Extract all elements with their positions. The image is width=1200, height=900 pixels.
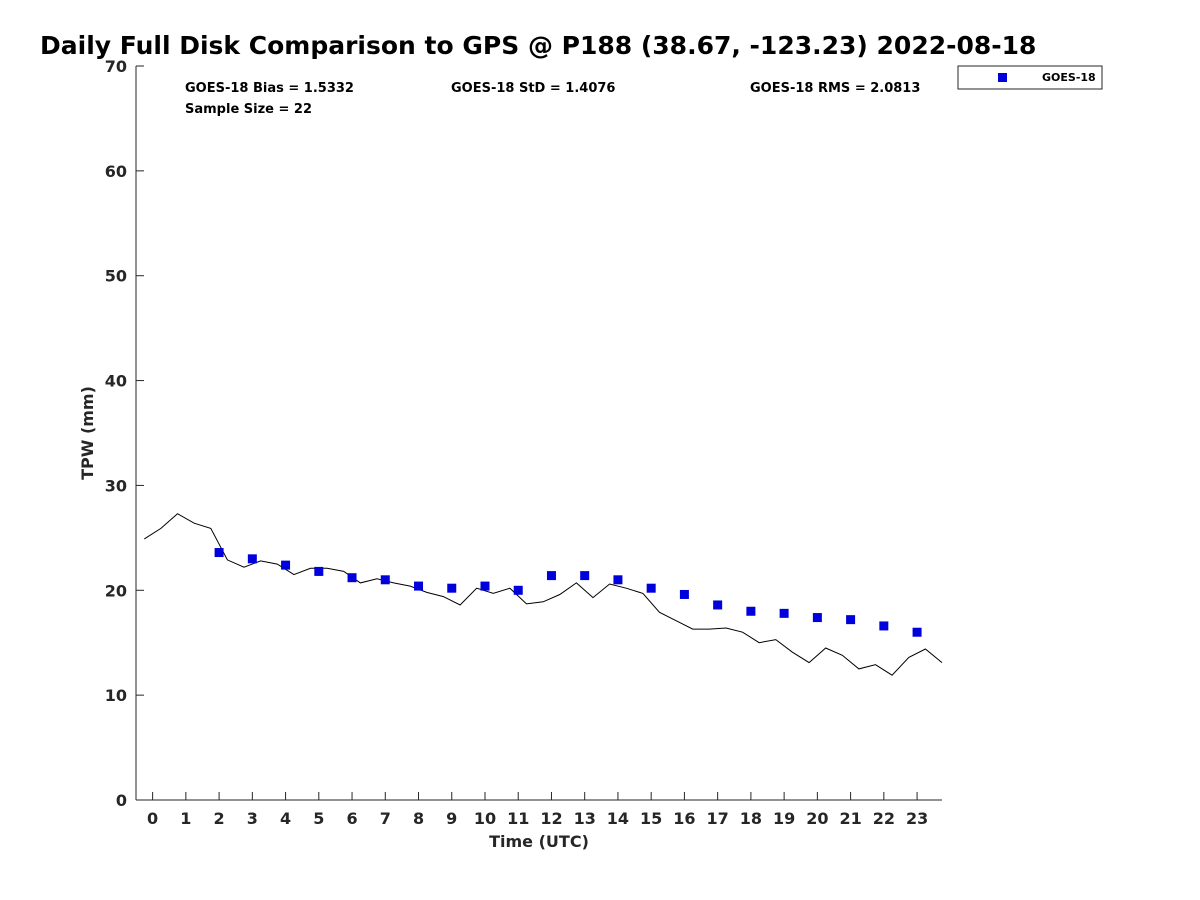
x-tick-label: 0	[147, 809, 158, 828]
x-tick-label: 17	[707, 809, 729, 828]
y-tick-label: 0	[116, 791, 127, 810]
x-tick-label: 9	[446, 809, 457, 828]
x-tick-label: 10	[474, 809, 496, 828]
x-tick-label: 5	[313, 809, 324, 828]
y-tick-label: 20	[105, 581, 127, 600]
x-tick-label: 19	[773, 809, 795, 828]
x-tick-label: 13	[574, 809, 596, 828]
goes-18-point	[347, 573, 357, 583]
gps-line	[144, 513, 943, 676]
x-tick-label: 12	[540, 809, 562, 828]
goes-18-point	[746, 606, 756, 616]
bias-stat: GOES-18 Bias = 1.5332	[185, 81, 354, 96]
std-stat: GOES-18 StD = 1.4076	[451, 81, 615, 96]
goes-18-point	[314, 566, 324, 576]
legend-label-goes-18: GOES-18	[1042, 71, 1096, 84]
y-axis-label: TPW (mm)	[78, 386, 97, 480]
x-axis-label: Time (UTC)	[489, 832, 589, 851]
y-tick-label: 40	[105, 372, 127, 391]
y-tick-label: 30	[105, 476, 127, 495]
goes-18-point	[713, 600, 723, 610]
goes-18-point	[247, 554, 257, 564]
goes-18-point	[281, 560, 291, 570]
goes-18-point	[580, 571, 590, 581]
goes-18-point	[912, 627, 922, 637]
x-tick-label: 8	[413, 809, 424, 828]
goes-18-point	[779, 608, 789, 618]
x-ticks: 0 1 2 3 4 5 6 7 8 9 10 11 12 13 14 15 16 17 18 19 20 21 22 23	[147, 792, 928, 828]
gps-line-series	[144, 513, 943, 676]
x-tick-label: 16	[673, 809, 695, 828]
x-tick-label: 4	[280, 809, 291, 828]
goes-18-point	[546, 571, 556, 581]
goes-18-point	[447, 583, 457, 593]
goes-18-point	[513, 585, 523, 595]
y-ticks: 0 10 20 30 40 50 60 70	[105, 57, 144, 810]
x-tick-label: 14	[607, 809, 629, 828]
y-tick-label: 60	[105, 162, 127, 181]
goes-18-point	[380, 575, 390, 585]
goes-18-point	[879, 621, 889, 631]
x-tick-label: 1	[180, 809, 191, 828]
goes-18-point	[846, 615, 856, 625]
x-tick-label: 2	[214, 809, 225, 828]
goes-18-point	[646, 583, 656, 593]
y-tick-label: 50	[105, 267, 127, 286]
rms-stat: GOES-18 RMS = 2.0813	[750, 81, 920, 96]
y-tick-label: 10	[105, 686, 127, 705]
x-tick-label: 3	[247, 809, 258, 828]
x-tick-label: 22	[873, 809, 895, 828]
chart-title: Daily Full Disk Comparison to GPS @ P188…	[40, 31, 1036, 60]
x-tick-label: 7	[380, 809, 391, 828]
x-tick-label: 11	[507, 809, 529, 828]
plot-area	[135, 66, 942, 801]
legend-marker	[998, 73, 1007, 82]
x-tick-label: 23	[906, 809, 928, 828]
goes-18-point	[214, 548, 224, 558]
goes-18-point	[812, 613, 822, 623]
legend-box	[957, 65, 1103, 90]
sample-size-stat: Sample Size = 22	[185, 102, 312, 117]
y-tick-label: 70	[105, 57, 127, 76]
x-tick-label: 20	[806, 809, 828, 828]
legend: GOES-18	[957, 65, 1103, 90]
x-tick-label: 6	[346, 809, 357, 828]
goes-18-point	[480, 581, 490, 591]
x-tick-label: 21	[839, 809, 861, 828]
goes-18-marker-series	[214, 548, 922, 637]
x-tick-label: 15	[640, 809, 662, 828]
goes-18-point	[414, 581, 424, 591]
goes-18-point	[679, 589, 689, 599]
x-tick-label: 18	[740, 809, 762, 828]
goes-18-point	[613, 575, 623, 585]
